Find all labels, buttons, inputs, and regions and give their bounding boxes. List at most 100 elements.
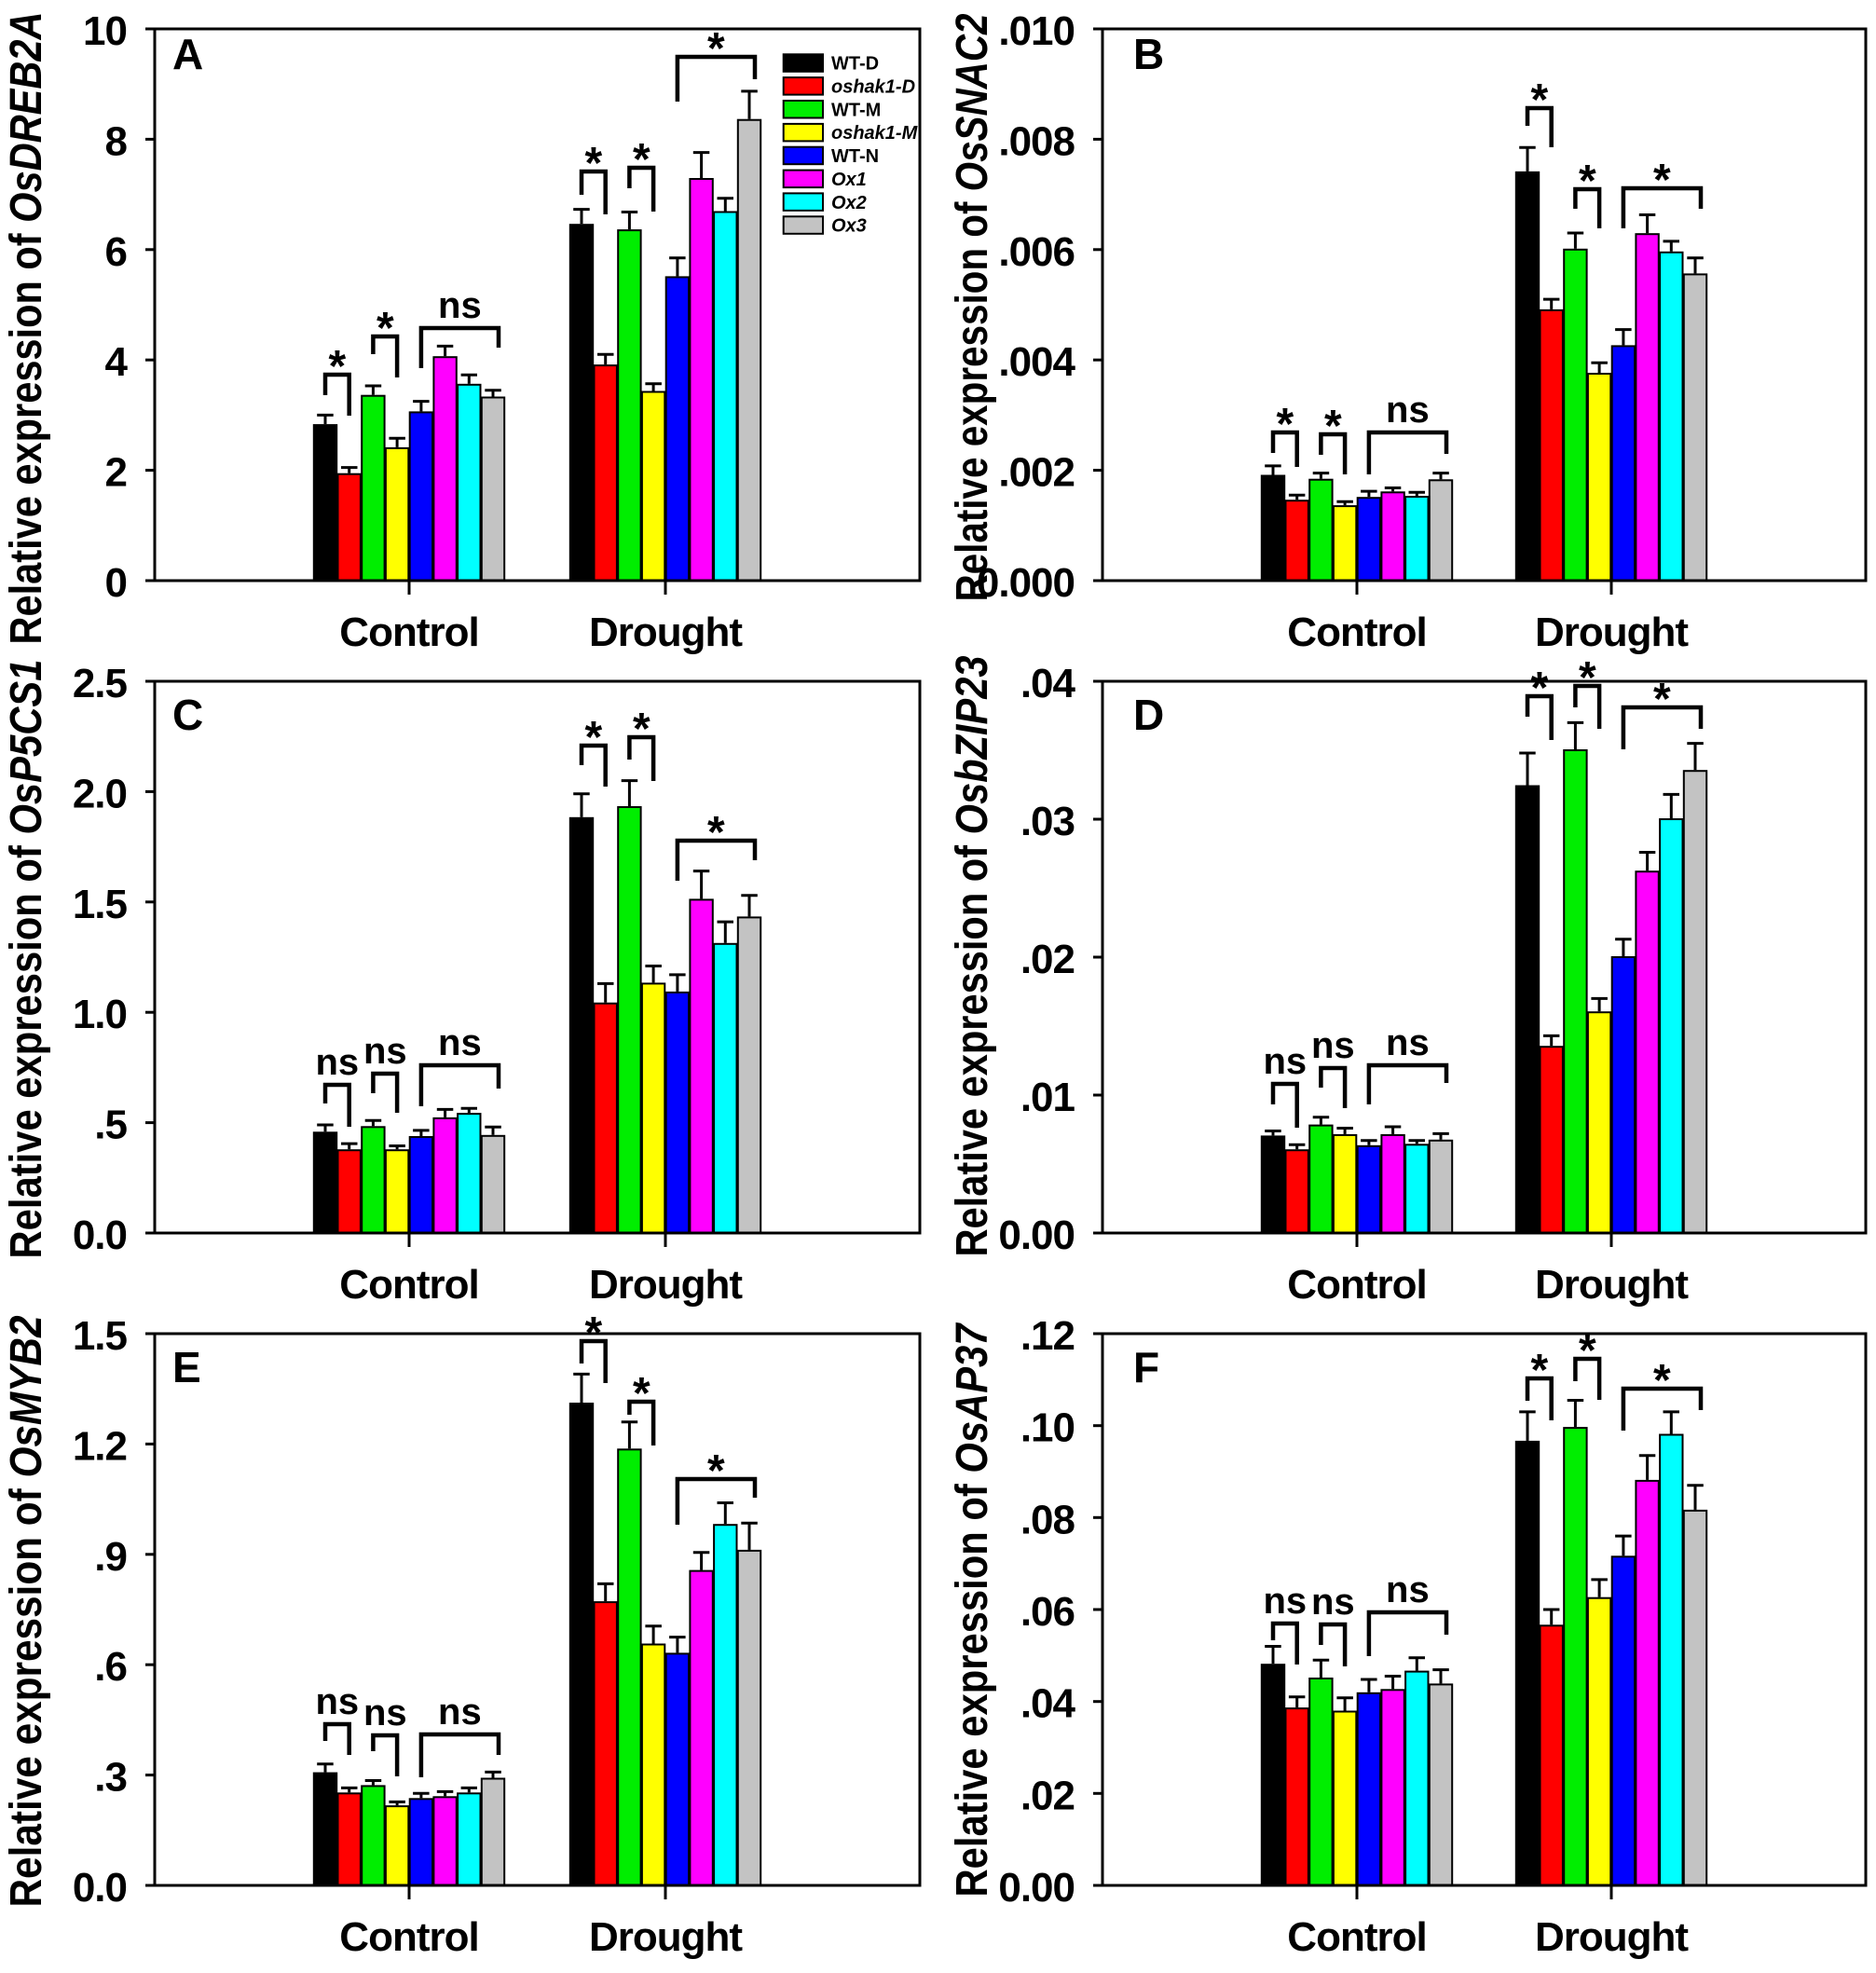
svg-text:Control: Control [339,1262,478,1308]
svg-text:Drought: Drought [589,1262,743,1308]
svg-text:ns: ns [438,285,482,326]
svg-text:0.000: 0.000 [977,560,1075,606]
svg-text:0.0: 0.0 [73,1213,127,1258]
svg-text:*: * [1579,653,1596,703]
svg-text:*: * [584,713,602,762]
svg-text:Relative expression of OsDREB2: Relative expression of OsDREB2A [2,11,51,644]
svg-text:D: D [1133,691,1164,739]
svg-text:oshak1-M: oshak1-M [831,123,919,144]
svg-text:.10: .10 [1020,1405,1075,1451]
svg-text:*: * [1530,1346,1548,1395]
svg-text:.6: .6 [94,1644,127,1690]
svg-text:.008: .008 [998,118,1075,164]
svg-text:A: A [172,30,203,78]
svg-text:ns: ns [1311,1025,1355,1066]
svg-text:WT-M: WT-M [831,100,881,120]
svg-text:ns: ns [438,1022,482,1063]
svg-text:*: * [707,1446,725,1496]
svg-text:Drought: Drought [1535,1262,1689,1308]
svg-text:*: * [1653,675,1671,724]
svg-text:*: * [633,135,650,185]
svg-text:.04: .04 [1020,661,1076,706]
svg-text:*: * [1530,664,1548,713]
svg-text:8: 8 [105,118,128,164]
svg-text:Drought: Drought [1535,610,1689,655]
svg-text:Relative expression of OsAP37: Relative expression of OsAP37 [948,1322,997,1898]
svg-text:ns: ns [1386,1022,1430,1063]
svg-text:*: * [1653,1356,1671,1405]
svg-text:Relative expression of OsMYB2: Relative expression of OsMYB2 [2,1315,51,1907]
svg-text:*: * [1324,402,1342,451]
svg-text:0.00: 0.00 [998,1865,1075,1911]
svg-text:ns: ns [363,1692,407,1733]
svg-text:.004: .004 [998,339,1075,385]
svg-text:0: 0 [105,560,127,606]
svg-text:*: * [633,1369,650,1418]
svg-text:*: * [1276,400,1294,449]
svg-text:Control: Control [339,610,478,655]
svg-text:*: * [328,342,346,391]
svg-text:ns: ns [1311,1582,1355,1623]
svg-text:10: 10 [83,8,127,54]
svg-text:ns: ns [1386,390,1430,431]
svg-text:1.0: 1.0 [73,992,127,1037]
svg-text:WT-D: WT-D [831,54,879,75]
svg-text:.06: .06 [1020,1589,1075,1635]
svg-text:.08: .08 [1020,1497,1075,1542]
svg-text:ns: ns [363,1031,407,1072]
svg-text:Drought: Drought [589,610,743,655]
svg-text:Drought: Drought [589,1914,743,1960]
svg-text:0.0: 0.0 [73,1865,127,1911]
svg-text:6: 6 [105,229,127,275]
svg-text:.01: .01 [1020,1075,1075,1120]
svg-text:1.5: 1.5 [73,882,128,927]
svg-text:.03: .03 [1020,799,1075,844]
svg-text:F: F [1133,1343,1159,1391]
svg-text:2: 2 [105,450,127,496]
svg-text:C: C [172,691,203,739]
svg-text:*: * [1579,157,1596,206]
svg-text:*: * [633,705,650,754]
svg-text:1.5: 1.5 [73,1313,128,1359]
svg-text:Relative expression of OsSNAC2: Relative expression of OsSNAC2 [948,13,997,601]
svg-text:2.0: 2.0 [73,771,127,816]
svg-text:.006: .006 [998,229,1075,275]
svg-text:*: * [377,304,394,353]
svg-text:Control: Control [339,1914,478,1960]
svg-text:E: E [172,1343,201,1391]
svg-text:Ox2: Ox2 [831,193,867,213]
svg-text:1.2: 1.2 [73,1423,127,1469]
svg-text:*: * [584,1308,602,1358]
svg-text:*: * [707,24,725,74]
svg-text:ns: ns [315,1681,359,1722]
svg-text:Relative expression of OsbZIP2: Relative expression of OsbZIP23 [948,655,997,1256]
svg-text:ns: ns [438,1692,482,1733]
svg-text:.9: .9 [94,1534,127,1580]
svg-text:.3: .3 [94,1755,127,1801]
svg-text:ns: ns [1386,1569,1430,1610]
svg-text:Relative expression of OsP5CS1: Relative expression of OsP5CS1 [2,660,51,1259]
svg-text:oshak1-D: oshak1-D [831,77,915,98]
svg-text:*: * [584,139,602,188]
svg-text:Control: Control [1287,1914,1426,1960]
svg-text:ns: ns [315,1042,359,1083]
svg-text:.010: .010 [998,8,1075,54]
svg-text:.02: .02 [1020,1773,1075,1818]
svg-text:Control: Control [1287,1262,1426,1308]
svg-text:ns: ns [1263,1581,1307,1622]
svg-text:Ox1: Ox1 [831,170,867,190]
svg-text:0.00: 0.00 [998,1213,1075,1258]
svg-text:*: * [1579,1326,1596,1376]
svg-text:*: * [707,808,725,857]
svg-text:.002: .002 [998,450,1075,496]
svg-text:.04: .04 [1020,1681,1076,1727]
svg-text:Control: Control [1287,610,1426,655]
svg-text:B: B [1133,30,1164,78]
svg-text:*: * [1653,156,1671,205]
svg-text:2.5: 2.5 [73,661,128,706]
svg-text:Drought: Drought [1535,1914,1689,1960]
svg-text:4: 4 [105,339,129,385]
svg-text:.02: .02 [1020,937,1075,982]
svg-text:WT-N: WT-N [831,146,879,167]
svg-text:Ox3: Ox3 [831,216,867,237]
